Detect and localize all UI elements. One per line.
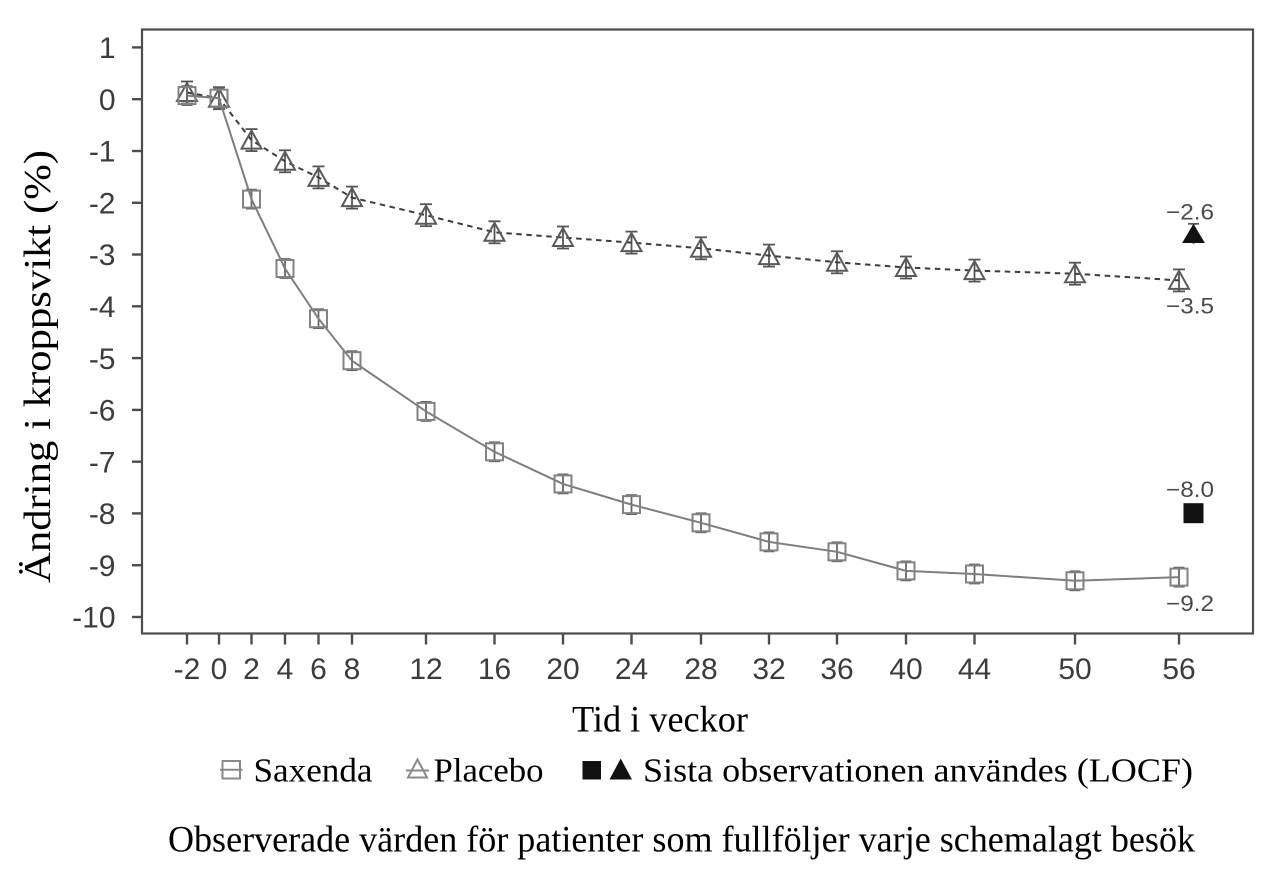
- svg-text:44: 44: [958, 653, 991, 686]
- svg-text:−9.2: −9.2: [1166, 591, 1214, 616]
- svg-text:0: 0: [211, 653, 228, 686]
- svg-text:50: 50: [1058, 653, 1091, 686]
- svg-text:Ändring i kroppsvikt (%): Ändring i kroppsvikt (%): [17, 150, 59, 583]
- svg-text:Tid i veckor: Tid i veckor: [572, 700, 748, 741]
- svg-text:56: 56: [1162, 653, 1195, 686]
- svg-text:6: 6: [310, 653, 327, 686]
- svg-text:Saxenda: Saxenda: [254, 753, 373, 790]
- svg-text:−8.0: −8.0: [1166, 477, 1214, 502]
- svg-text:-8: -8: [89, 498, 116, 531]
- svg-text:24: 24: [615, 653, 648, 686]
- svg-text:-2: -2: [89, 188, 116, 221]
- svg-text:0: 0: [99, 84, 116, 117]
- svg-text:-1: -1: [89, 136, 116, 169]
- svg-text:-3: -3: [89, 239, 116, 272]
- svg-text:16: 16: [478, 653, 511, 686]
- svg-text:40: 40: [889, 653, 922, 686]
- svg-text:-10: -10: [72, 602, 115, 635]
- svg-text:8: 8: [344, 653, 361, 686]
- svg-text:−3.5: −3.5: [1166, 294, 1214, 319]
- svg-text:12: 12: [409, 653, 442, 686]
- svg-text:Sista observationen användes (: Sista observationen användes (LOCF): [643, 753, 1193, 790]
- svg-text:Placebo: Placebo: [434, 753, 544, 790]
- svg-text:4: 4: [277, 653, 294, 686]
- svg-text:20: 20: [546, 653, 579, 686]
- svg-text:32: 32: [752, 653, 785, 686]
- svg-text:-7: -7: [89, 446, 116, 479]
- svg-text:28: 28: [684, 653, 717, 686]
- svg-text:36: 36: [820, 653, 853, 686]
- svg-text:Observerade värden för patient: Observerade värden för patienter som ful…: [168, 819, 1195, 860]
- svg-text:-9: -9: [89, 550, 116, 583]
- svg-text:-2: -2: [174, 653, 201, 686]
- svg-text:-6: -6: [89, 395, 116, 428]
- svg-text:-4: -4: [89, 291, 116, 324]
- svg-text:−2.6: −2.6: [1166, 200, 1214, 225]
- svg-text:2: 2: [243, 653, 260, 686]
- svg-text:1: 1: [99, 32, 116, 65]
- svg-text:-5: -5: [89, 343, 116, 376]
